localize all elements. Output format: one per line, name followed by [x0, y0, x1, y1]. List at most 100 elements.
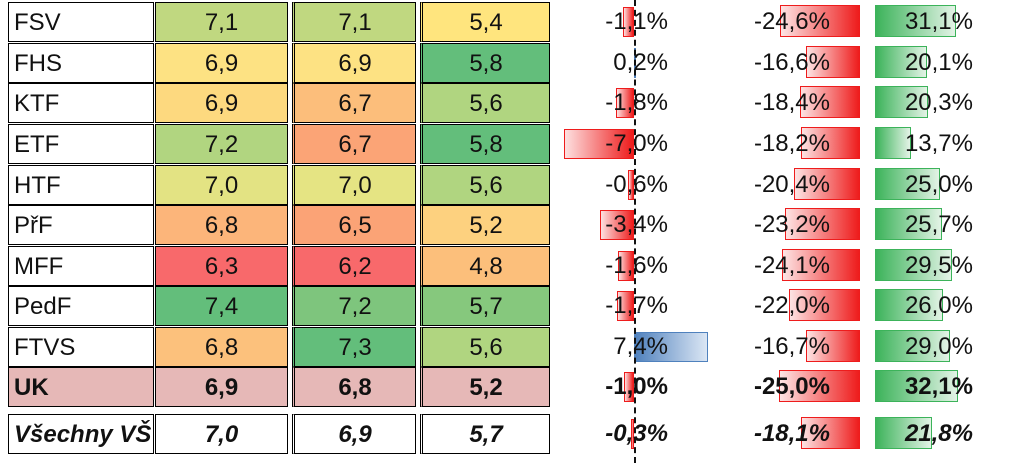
change-bar-2 [801, 417, 860, 449]
change-value-1: -7,0% [605, 130, 668, 157]
table-row: ETF 7,2 6,7 5,8 -7,0% -18,2% 13,7% [0, 124, 1023, 164]
change-value-1: -3,4% [605, 211, 668, 238]
table-row: FSV 7,1 7,1 5,4 -1,1% -24,6% 31,1% [0, 2, 1023, 42]
score-cell-1: 7,1 [155, 2, 288, 42]
score-cell-2: 6,7 [292, 83, 416, 123]
faculty-name: UK [8, 367, 154, 407]
change-bar-3 [875, 46, 928, 78]
change-value-2: -16,6% [753, 49, 830, 76]
change-bar-3 [875, 289, 943, 321]
score-cell-3: 5,4 [420, 2, 550, 42]
change-bar-2 [806, 46, 860, 78]
score-cell-1: 7,4 [155, 286, 288, 326]
change-bar-1 [600, 210, 634, 240]
change-value-3: 31,1% [904, 8, 973, 35]
score-cell-2: 7,0 [292, 165, 416, 205]
change-value-3: 32,1% [904, 373, 973, 400]
change-bar-2 [784, 208, 860, 240]
change-bar-3 [875, 249, 952, 281]
change-bar-3 [875, 370, 959, 402]
score-cell-1: 7,2 [155, 124, 288, 164]
score-cell-2: 7,1 [292, 2, 416, 42]
change-value-2: -18,2% [753, 130, 830, 157]
change-bar-1 [628, 170, 634, 200]
change-bar-2 [805, 330, 860, 362]
change-bar-3 [875, 208, 942, 240]
score-cell-3: 5,6 [420, 327, 550, 367]
change-value-3: 21,8% [904, 420, 973, 447]
change-bar-2 [788, 289, 860, 321]
score-cell-2: 6,9 [292, 43, 416, 83]
change-value-1: 0,2% [613, 49, 668, 76]
change-bar-1 [624, 372, 634, 402]
score-cell-3: 5,7 [420, 286, 550, 326]
score-cell-2: 6,2 [292, 246, 416, 286]
score-cell-3: 5,2 [420, 367, 550, 407]
change-value-1: -1,6% [605, 252, 668, 279]
score-cell-1: 6,3 [155, 246, 288, 286]
change-bar-3 [875, 168, 940, 200]
table-row: PřF 6,8 6,5 5,2 -3,4% -23,2% 25,7% [0, 205, 1023, 245]
score-cell-2: 6,7 [292, 124, 416, 164]
change-bar-3 [875, 86, 928, 118]
change-bar-3 [875, 127, 911, 159]
table-row: FTVS 6,8 7,3 5,6 7,4% -16,7% 29,0% [0, 327, 1023, 367]
score-cell-1: 7,0 [155, 165, 288, 205]
change-value-2: -18,4% [753, 89, 830, 116]
table-row: MFF 6,3 6,2 4,8 -1,6% -24,1% 29,5% [0, 246, 1023, 286]
score-cell-1: 6,9 [155, 43, 288, 83]
score-cell-3: 5,8 [420, 43, 550, 83]
change-bar-1 [564, 129, 634, 159]
faculty-name: HTF [8, 165, 154, 205]
faculty-name: FSV [8, 2, 154, 42]
change-value-3: 20,1% [904, 49, 973, 76]
score-cell-3: 5,2 [420, 205, 550, 245]
change-value-3: 29,0% [904, 333, 973, 360]
score-cell-2: 7,2 [292, 286, 416, 326]
change-value-1: -0,3% [605, 420, 668, 447]
change-bar-3 [875, 330, 951, 362]
change-value-1: 7,4% [613, 333, 668, 360]
change-value-2: -16,7% [753, 333, 830, 360]
change-bar-2 [800, 86, 860, 118]
change-value-2: -24,6% [753, 8, 830, 35]
score-cell-2: 7,3 [292, 327, 416, 367]
score-cell-3: 5,7 [420, 414, 550, 454]
faculty-name: KTF [8, 83, 154, 123]
change-value-2: -22,0% [753, 292, 830, 319]
change-value-3: 13,7% [904, 130, 973, 157]
change-value-1: -1,1% [605, 8, 668, 35]
change-value-2: -18,1% [753, 420, 830, 447]
change-value-3: 25,0% [904, 171, 973, 198]
change-bar-2 [780, 5, 860, 37]
change-bar-2 [793, 168, 860, 200]
change-value-2: -23,2% [753, 211, 830, 238]
score-cell-1: 6,8 [155, 327, 288, 367]
change-bar-2 [800, 127, 860, 159]
change-value-2: -25,0% [753, 373, 830, 400]
faculty-name: PřF [8, 205, 154, 245]
table-row: FHS 6,9 6,9 5,8 0,2% -16,6% 20,1% [0, 43, 1023, 83]
faculty-name: FHS [8, 43, 154, 83]
change-value-3: 25,7% [904, 211, 973, 238]
score-cell-2: 6,8 [292, 367, 416, 407]
change-value-1: -1,7% [605, 292, 668, 319]
change-bar-3 [875, 417, 932, 449]
faculty-name: ETF [8, 124, 154, 164]
change-value-1: -1,0% [605, 373, 668, 400]
score-cell-2: 6,9 [292, 414, 416, 454]
table-row: UK 6,9 6,8 5,2 -1,0% -25,0% 32,1% [0, 367, 1023, 407]
change-value-2: -20,4% [753, 171, 830, 198]
faculty-name: MFF [8, 246, 154, 286]
score-cell-1: 6,8 [155, 205, 288, 245]
change-bar-2 [778, 370, 860, 402]
score-cell-1: 6,9 [155, 83, 288, 123]
change-value-3: 29,5% [904, 252, 973, 279]
change-value-1: -0,6% [605, 171, 668, 198]
change-value-3: 26,0% [904, 292, 973, 319]
change-value-2: -24,1% [753, 252, 830, 279]
score-cell-1: 7,0 [155, 414, 288, 454]
change-value-1: -1,8% [605, 89, 668, 116]
faculty-name: PedF [8, 286, 154, 326]
score-cell-3: 5,6 [420, 165, 550, 205]
